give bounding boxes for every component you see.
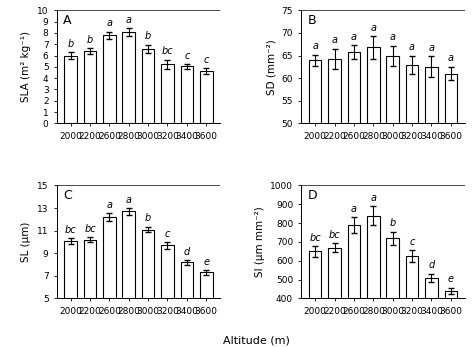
Text: c: c [410,237,415,247]
Text: bc: bc [65,225,76,235]
Text: B: B [308,14,317,27]
Y-axis label: SL (μm): SL (μm) [21,222,31,262]
Text: a: a [106,200,112,210]
Bar [103,35,116,123]
Text: a: a [126,15,132,25]
Bar [122,211,135,347]
Text: a: a [351,32,357,42]
Text: a: a [370,193,376,203]
Bar [406,65,419,347]
Text: a: a [409,42,415,52]
Text: bc: bc [310,233,321,243]
Bar [386,56,399,347]
Text: b: b [67,39,74,49]
Bar [181,66,193,123]
Bar [367,48,380,347]
Text: b: b [87,35,93,45]
Bar [200,71,212,123]
Text: a: a [428,43,435,53]
Y-axis label: SLA (m² kg⁻¹): SLA (m² kg⁻¹) [21,31,31,102]
Y-axis label: SD (mm⁻²): SD (mm⁻²) [266,39,276,95]
Text: C: C [64,189,72,202]
Bar [200,272,212,347]
Text: a: a [312,41,318,51]
Text: D: D [308,189,318,202]
Bar [142,229,155,347]
Text: A: A [64,14,72,27]
Bar [367,215,380,347]
Bar [64,56,77,123]
Text: c: c [203,54,209,65]
Text: a: a [448,53,454,64]
Bar [386,238,399,347]
Bar [161,64,174,123]
Text: bc: bc [162,46,173,56]
Text: e: e [448,274,454,284]
Bar [347,225,360,347]
Bar [84,240,96,347]
Bar [445,74,457,347]
Text: b: b [390,218,396,228]
Bar [309,251,321,347]
Bar [142,49,155,123]
Text: a: a [126,195,132,205]
Text: d: d [428,260,435,270]
Bar [328,248,341,347]
Text: e: e [203,257,209,267]
Text: a: a [106,18,112,28]
Bar [309,60,321,347]
Text: a: a [351,204,357,214]
Y-axis label: SI (μm mm⁻²): SI (μm mm⁻²) [255,206,264,277]
Bar [445,291,457,347]
Text: d: d [184,247,190,257]
Bar [181,262,193,347]
Text: c: c [184,51,190,61]
Text: a: a [331,35,337,45]
Text: a: a [390,32,396,42]
Bar [122,32,135,123]
Bar [64,241,77,347]
Bar [84,51,96,123]
Text: c: c [165,229,170,238]
Text: b: b [145,213,151,223]
Text: bc: bc [84,224,96,234]
Text: a: a [370,23,376,33]
Bar [161,245,174,347]
Bar [328,59,341,347]
Bar [103,217,116,347]
Bar [406,256,419,347]
Text: b: b [145,32,151,42]
Text: Altitude (m): Altitude (m) [222,336,290,346]
Bar [347,52,360,347]
Text: bc: bc [329,229,340,239]
Bar [425,67,438,347]
Bar [425,278,438,347]
